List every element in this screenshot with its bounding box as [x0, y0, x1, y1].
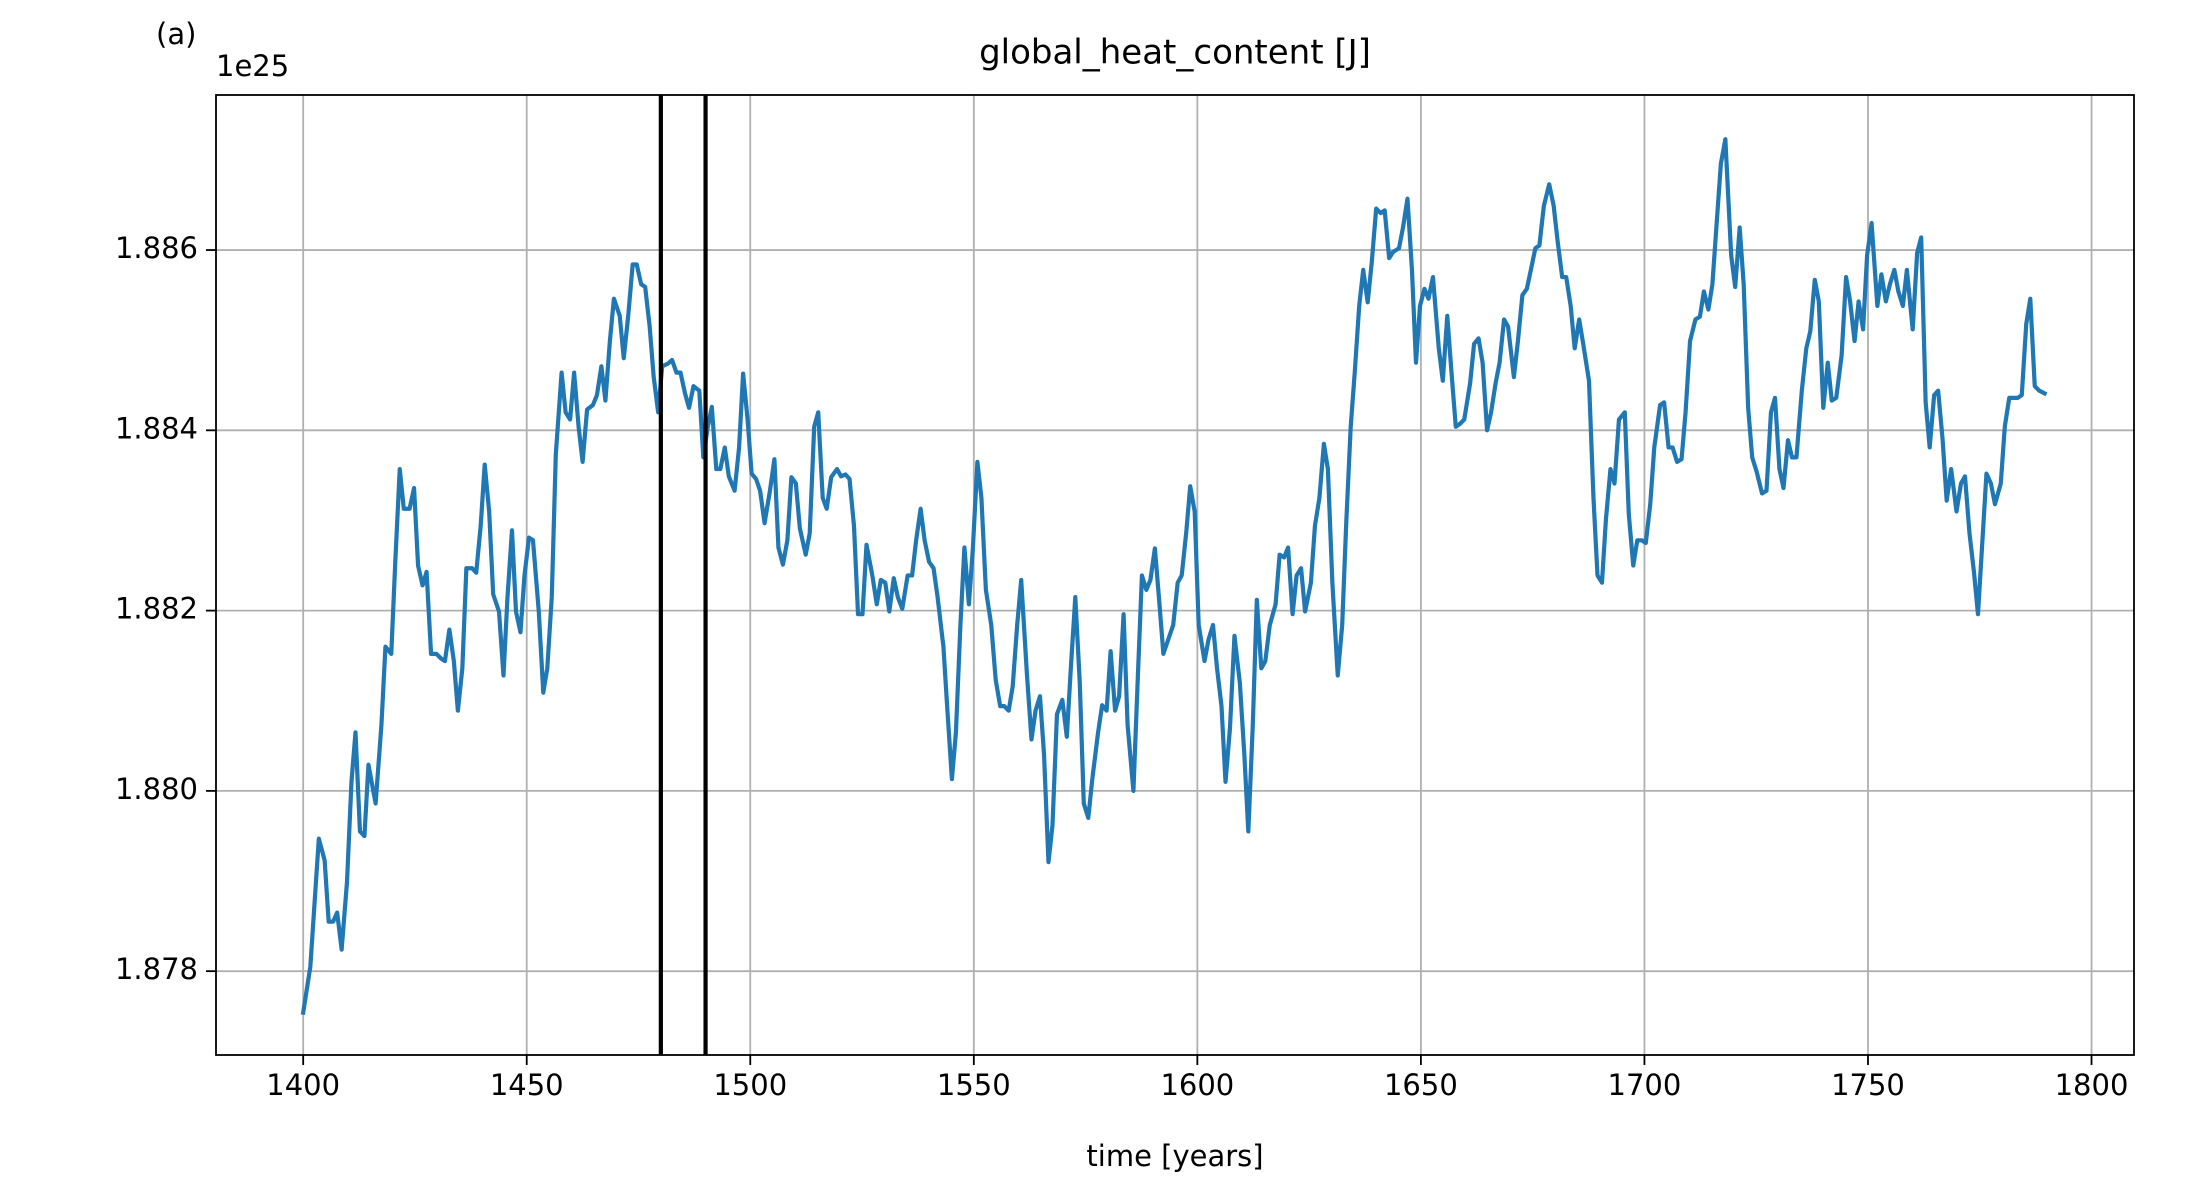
- plot-area: [300, 95, 2048, 1055]
- x-tick-label: 1600: [1160, 1068, 1234, 1102]
- x-tick-label: 1700: [1608, 1068, 1682, 1102]
- x-tick-label: 1650: [1384, 1068, 1458, 1102]
- x-tick-label: 1800: [2055, 1068, 2129, 1102]
- y-tick-label: 1.880: [115, 772, 198, 806]
- x-tick-label: 1750: [1831, 1068, 1905, 1102]
- axes-frame: [215, 94, 2135, 1056]
- panel-label: (a): [156, 17, 196, 51]
- y-tick-label: 1.878: [115, 952, 198, 986]
- x-tick-label: 1450: [490, 1068, 564, 1102]
- x-tick-label: 1550: [937, 1068, 1011, 1102]
- x-axis-label: time [years]: [1086, 1139, 1263, 1173]
- ticks: 1400 1450 1500 1550 1600 1650 1700 1750 1800 1.87…: [115, 231, 2128, 1102]
- x-tick-label: 1500: [713, 1068, 787, 1102]
- y-tick-label: 1.882: [115, 592, 198, 626]
- y-tick-label: 1.886: [115, 231, 198, 265]
- chart-title: global_heat_content [J]: [979, 33, 1371, 73]
- x-tick-label: 1400: [266, 1068, 340, 1102]
- grid: [216, 95, 2134, 1055]
- y-tick-label: 1.884: [115, 411, 198, 445]
- y-offset-label: 1e25: [216, 49, 289, 83]
- data-line: [300, 137, 2048, 1016]
